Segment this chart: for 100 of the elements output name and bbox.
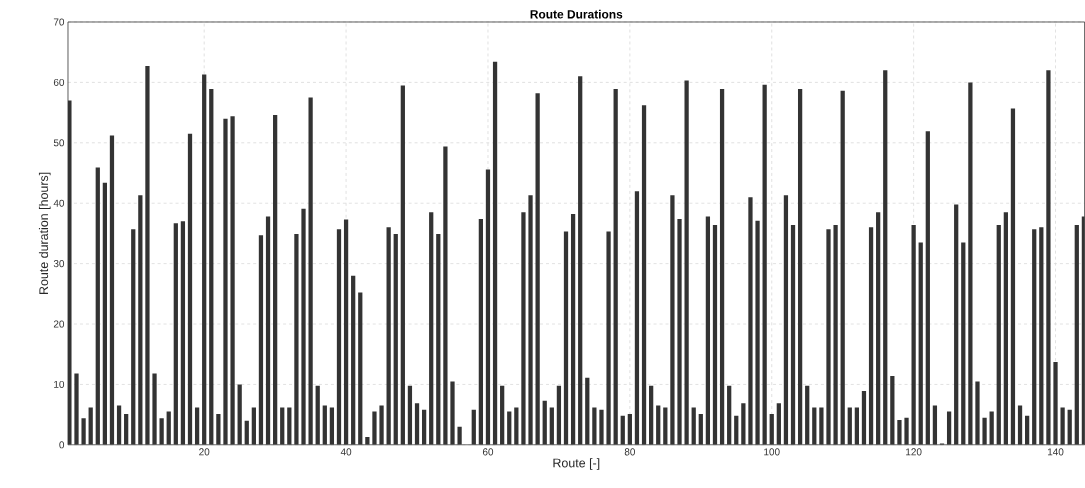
bar bbox=[514, 407, 519, 445]
bar bbox=[734, 415, 739, 445]
bar bbox=[656, 405, 661, 445]
bar bbox=[251, 407, 256, 445]
bar bbox=[996, 225, 1001, 445]
x-tick-label: 40 bbox=[340, 448, 352, 456]
bar bbox=[847, 407, 852, 445]
bar bbox=[145, 66, 150, 445]
bar bbox=[797, 89, 803, 445]
bar bbox=[386, 227, 391, 445]
bar bbox=[450, 381, 455, 445]
bar bbox=[783, 195, 789, 445]
bar bbox=[833, 225, 838, 445]
bar bbox=[187, 133, 193, 445]
y-tick-label: 70 bbox=[53, 18, 65, 26]
bar bbox=[911, 225, 916, 445]
x-tick-label: 100 bbox=[764, 448, 780, 456]
bar bbox=[968, 82, 973, 445]
bar bbox=[741, 403, 746, 445]
bar bbox=[1003, 212, 1008, 445]
bar bbox=[478, 219, 483, 445]
bar bbox=[159, 418, 164, 445]
y-tick-label: 30 bbox=[53, 260, 65, 268]
bar bbox=[521, 212, 526, 445]
x-axis-title: Route [-] bbox=[553, 458, 600, 470]
bar bbox=[421, 409, 427, 445]
bar bbox=[443, 146, 448, 445]
bar bbox=[131, 229, 136, 445]
bar bbox=[216, 414, 221, 445]
bar bbox=[322, 405, 327, 445]
bar bbox=[308, 97, 313, 445]
bar bbox=[883, 70, 888, 445]
bar bbox=[549, 407, 554, 445]
bar bbox=[1025, 415, 1030, 445]
bar bbox=[471, 409, 476, 445]
bar bbox=[273, 115, 278, 445]
bar bbox=[698, 414, 703, 445]
bar bbox=[854, 407, 859, 445]
bar bbox=[109, 135, 115, 445]
bar bbox=[194, 407, 200, 445]
bar bbox=[954, 204, 959, 445]
y-tick-label: 40 bbox=[53, 199, 65, 207]
bar bbox=[606, 231, 611, 445]
bar bbox=[670, 195, 675, 445]
bar bbox=[975, 381, 980, 445]
bar bbox=[372, 411, 377, 445]
bar bbox=[776, 403, 781, 445]
bar bbox=[315, 385, 320, 445]
bar bbox=[897, 420, 902, 445]
bar bbox=[230, 116, 235, 445]
y-tick-label: 60 bbox=[53, 78, 65, 87]
x-tick-label: 140 bbox=[1047, 448, 1064, 456]
x-tick-label: 80 bbox=[624, 448, 636, 456]
bar bbox=[436, 234, 441, 445]
y-tick-label: 10 bbox=[54, 381, 65, 389]
bar bbox=[876, 212, 881, 445]
bar bbox=[691, 407, 696, 445]
bar bbox=[649, 385, 654, 445]
bar bbox=[961, 242, 966, 445]
bar bbox=[762, 84, 767, 445]
bar bbox=[627, 414, 632, 445]
bar bbox=[542, 400, 547, 445]
bar bbox=[861, 391, 867, 445]
bar bbox=[946, 411, 952, 445]
bar bbox=[634, 191, 640, 445]
bar bbox=[1017, 405, 1023, 445]
bar bbox=[152, 373, 157, 445]
bar bbox=[563, 231, 569, 445]
bar bbox=[492, 61, 498, 445]
x-tick-label: 60 bbox=[482, 448, 494, 456]
bar bbox=[280, 407, 285, 445]
bar bbox=[890, 376, 895, 445]
bar bbox=[180, 221, 186, 445]
y-tick-label: 0 bbox=[59, 441, 65, 449]
bar bbox=[1060, 407, 1065, 445]
bar bbox=[613, 89, 618, 445]
bar bbox=[414, 403, 420, 445]
bar bbox=[81, 418, 86, 445]
bar bbox=[592, 407, 597, 445]
y-tick-label: 20 bbox=[53, 320, 65, 328]
bar bbox=[1074, 225, 1079, 445]
bar bbox=[400, 85, 405, 445]
bar bbox=[351, 275, 356, 445]
bar bbox=[358, 292, 363, 445]
bar bbox=[500, 385, 505, 445]
bar bbox=[429, 212, 434, 445]
bar bbox=[407, 385, 413, 445]
bar bbox=[705, 216, 711, 445]
bar bbox=[95, 167, 100, 445]
bar bbox=[336, 229, 342, 445]
bar bbox=[1032, 229, 1037, 445]
bar bbox=[790, 225, 796, 445]
bar bbox=[88, 407, 93, 445]
bar bbox=[585, 377, 590, 445]
bar bbox=[570, 214, 576, 445]
bar bbox=[102, 182, 108, 445]
bar bbox=[769, 414, 774, 445]
bar bbox=[1053, 362, 1058, 445]
bar bbox=[173, 223, 178, 445]
y-axis-title: Route duration [hours] bbox=[38, 172, 51, 295]
